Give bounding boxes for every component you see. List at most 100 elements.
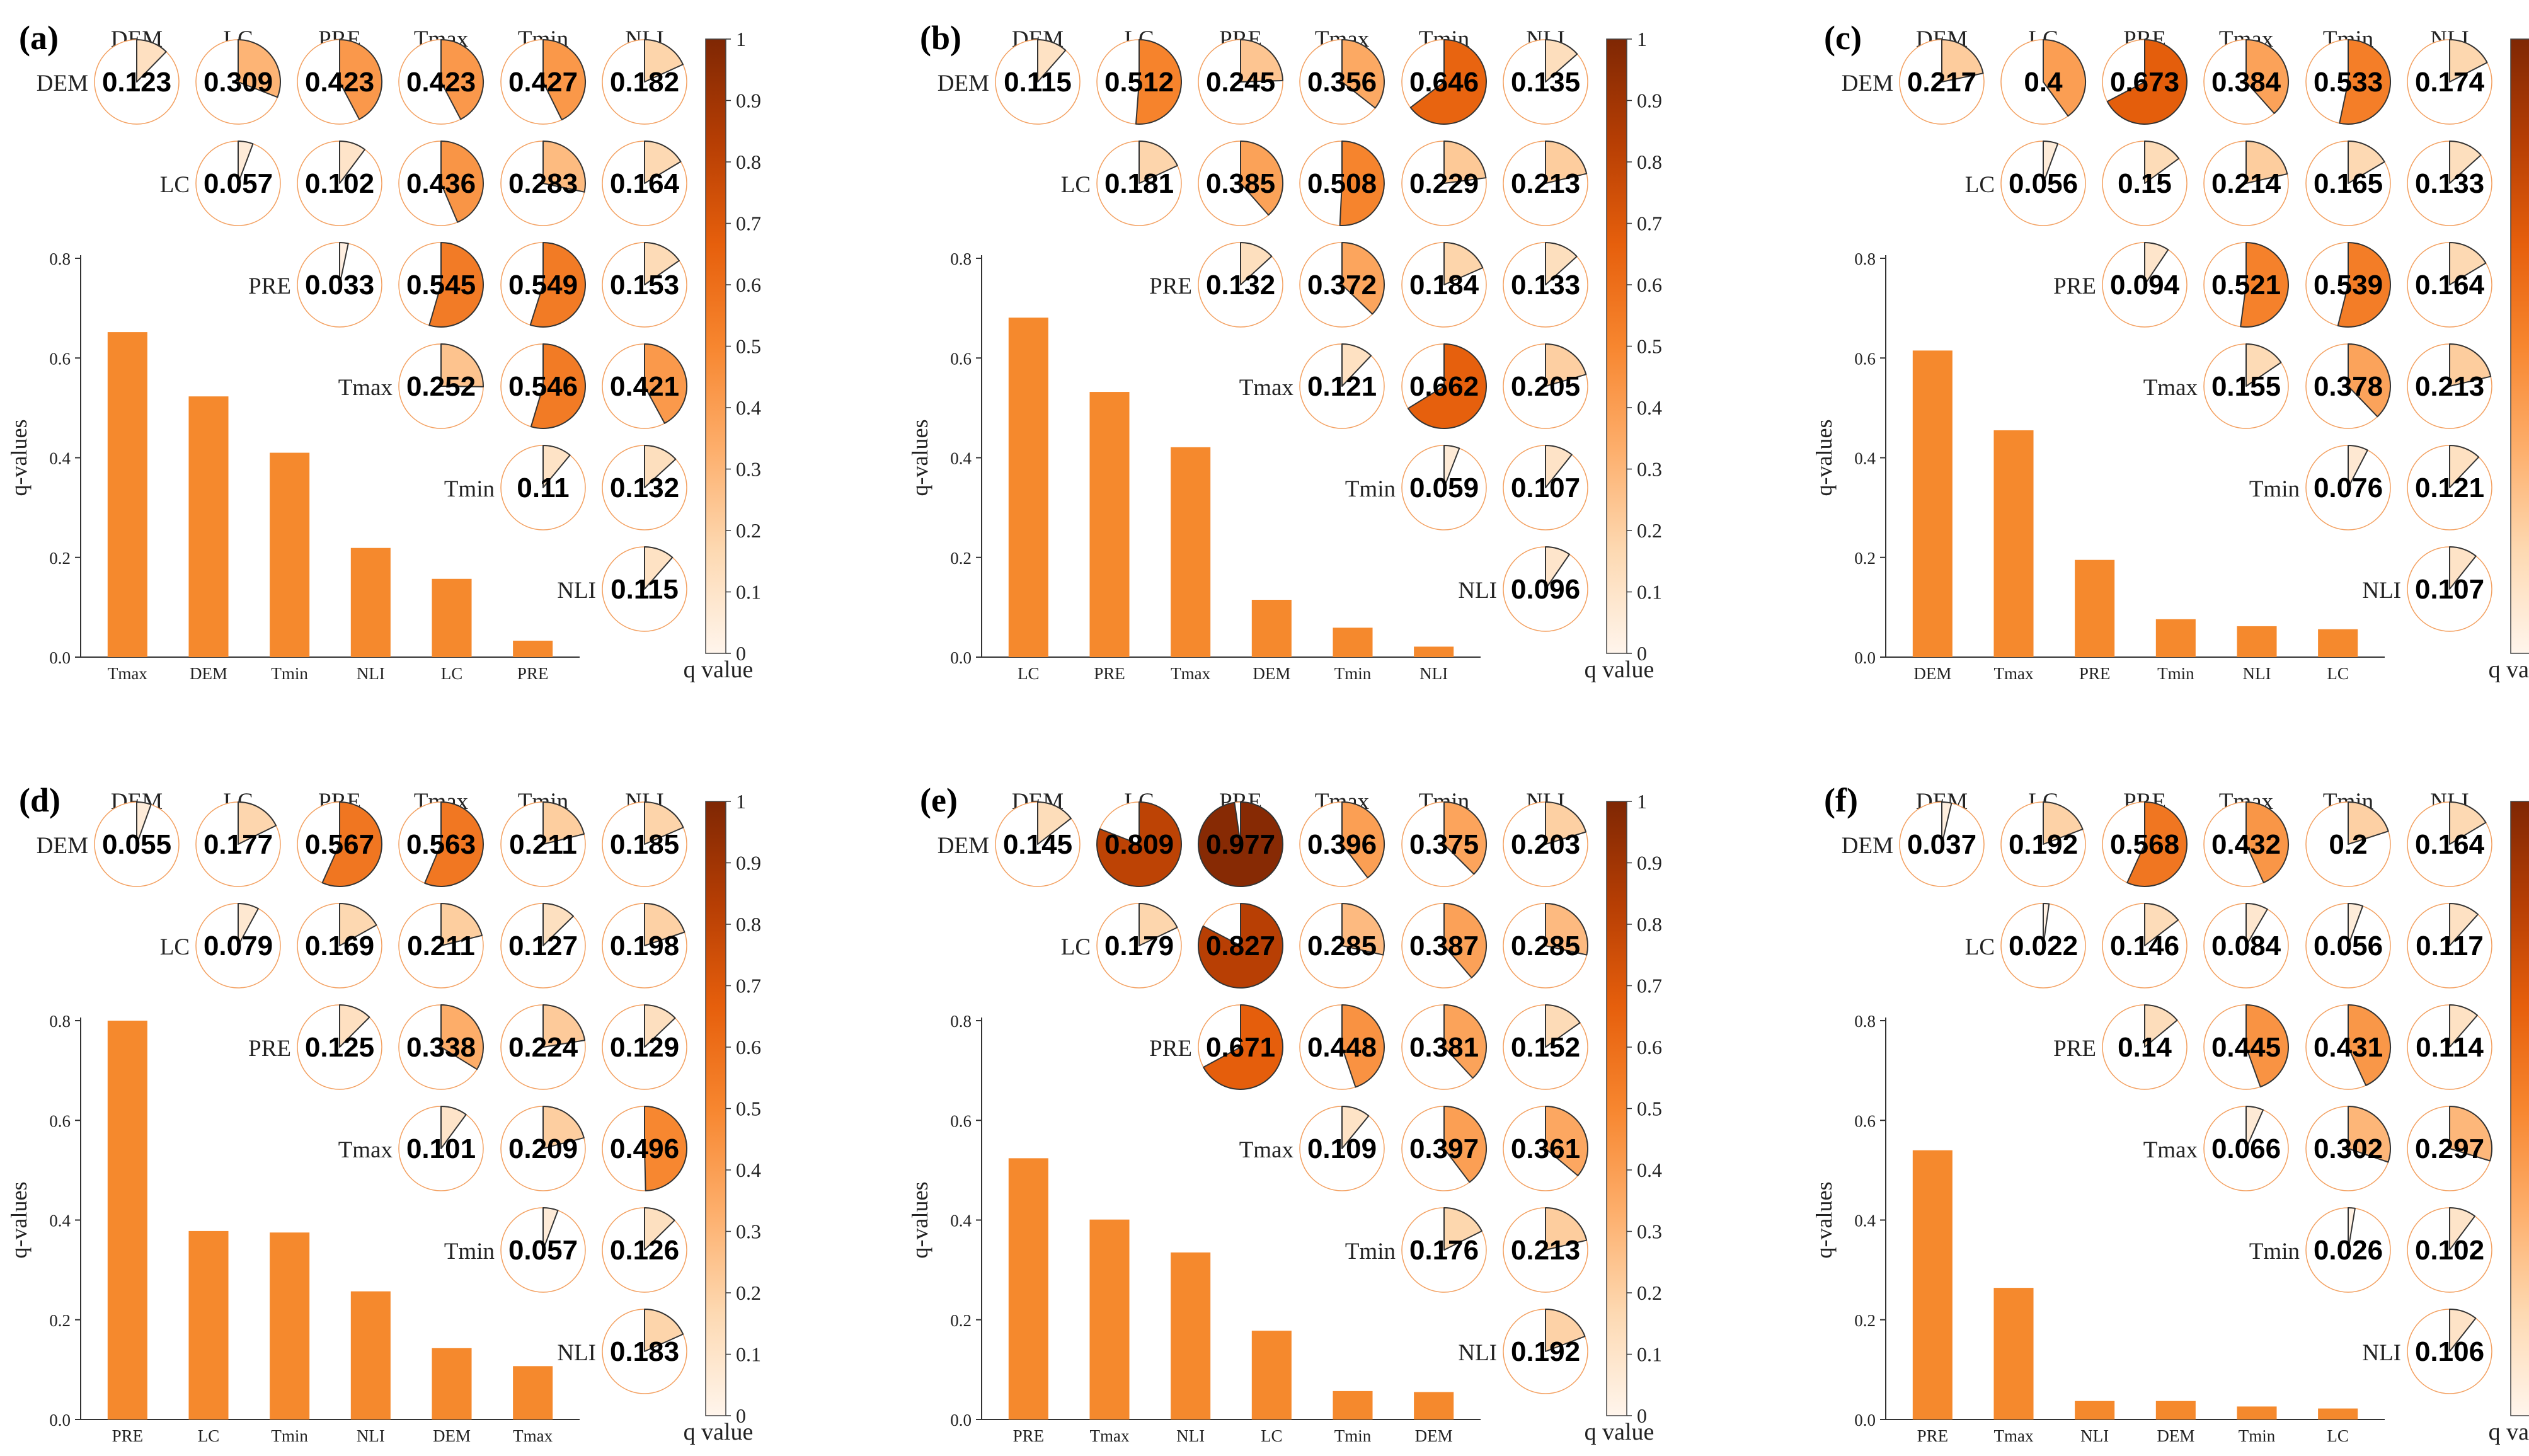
row-header: LC [1061,934,1091,960]
pie-cell: 0.427 [500,39,586,125]
x-tick-label: LC [198,1426,220,1445]
colorbar-tick-label: 0 [736,642,746,665]
q-value-label: 0.568 [2110,829,2179,860]
pie-cell: 0.338 [398,1004,484,1090]
y-tick-label: 0.6 [950,349,972,368]
pie-cell: 0.445 [2203,1004,2289,1090]
colorbar-tick-label: 0.2 [736,1281,761,1304]
panel-label: (d) [19,781,60,819]
bar [350,1291,391,1419]
colorbar-title: q value [1585,656,1654,683]
bar [107,332,147,657]
pie-cell: 0.107 [1503,445,1588,530]
bar [1993,1288,2034,1419]
q-value-label: 0.809 [1104,829,1174,860]
pie-slice [1545,140,1588,184]
q-value-label: 0.397 [1409,1133,1479,1164]
q-value-label: 0.297 [2415,1133,2484,1164]
pie-slice [2245,39,2289,114]
row-header: Tmax [338,375,393,401]
pie-slice [2348,343,2391,418]
q-value-label: 0.375 [1409,829,1479,860]
pie-cell: 0.129 [602,1004,687,1090]
q-value-label: 0.127 [508,931,578,961]
q-value-label: 0.102 [305,168,374,199]
colorbar-title: q value [684,656,754,683]
row-header: Tmax [338,1137,393,1163]
y-tick-label: 0.8 [1854,249,1876,268]
q-value-label: 0.182 [610,67,679,98]
row-header: LC [1965,172,1995,198]
row-header: Tmax [1239,1137,1294,1163]
q-value-label: 0.055 [102,829,171,860]
x-tick-label: Tmax [1171,664,1210,683]
colorbar-tick-label: 0.5 [736,1098,761,1120]
row-header: NLI [1458,578,1497,604]
pie-slice [440,343,484,387]
colorbar-tick-label: 0.8 [1637,913,1662,936]
q-value-label: 0.213 [1511,1235,1580,1266]
pie-slice [1138,140,1178,184]
pie-cell: 0.213 [2407,343,2492,429]
pie-slice [2245,140,2288,184]
pie-slice [440,39,485,120]
q-value-label: 0.056 [2009,168,2078,199]
q-value-label: 0.423 [406,67,476,98]
pie-cell: 0.213 [1503,140,1588,226]
pie-slice [2449,242,2487,285]
pie-slice [1037,801,1072,845]
y-axis-label: q-values [6,1182,32,1259]
pie-cell: 0.4 [2000,39,2086,125]
pie-slice [2245,343,2282,387]
q-value-label: 0.164 [2415,270,2485,301]
q-value-label: 0.309 [204,67,273,98]
pie-cell: 0.549 [500,242,586,328]
y-tick-label: 0.8 [49,1012,71,1031]
pie-slice [1341,242,1385,315]
q-value-label: 0.106 [2415,1336,2484,1367]
x-tick-label: DEM [433,1426,471,1445]
q-value-label: 0.121 [1307,371,1377,402]
q-value-label: 0.153 [610,270,679,301]
pie-slice [1443,801,1488,875]
pie-cell: 0.245 [1198,39,1283,125]
q-value-label: 0.384 [2211,67,2281,98]
colorbar: 0 0.1 0.2 0.3 0.4 0.5 0.6 0.7 0.8 0.9 1 q value [684,28,761,683]
pie-slice [2449,445,2480,488]
x-tick-label: PRE [1917,1426,1949,1445]
pie-slice [1341,903,1385,956]
pie-cell: 0.115 [602,546,687,632]
pie-cell: 0.378 [2305,343,2391,429]
colorbar: 0 0.1 0.2 0.3 0.4 0.5 0.6 0.7 0.8 0.9 1 q value [1585,28,1662,683]
bar-chart: 0.0 0.2 0.4 0.6 0.8 Tmax DEM Tmin NLI LC PRE q-valu… [6,249,580,683]
q-value-label: 0.133 [2415,168,2484,199]
pie-slice [2144,140,2180,184]
colorbar-tick-label: 0.8 [736,913,761,936]
pie-cell: 0.109 [1299,1106,1385,1191]
pie-cell: 0.096 [1503,546,1588,632]
colorbar: 0 0.1 0.2 0.3 0.4 0.5 0.6 0.7 0.8 0.9 1 q value [1585,790,1662,1445]
y-axis-label: q-values [907,420,932,496]
row-header: LC [1061,172,1091,198]
y-axis-label: q-values [1811,420,1837,496]
q-value-label: 0.132 [1206,270,1275,301]
pie-cell: 0.055 [94,801,180,887]
pie-slice [1443,1207,1482,1251]
panel-d: (d) DEM LC PRE Tmax Tmin NLI DEM LC PRE Tmax Tmin NL… [6,781,761,1445]
colorbar-tick-label: 0.3 [736,458,761,481]
pie-cell: 0.155 [2203,343,2289,429]
pie-cell: 0.209 [500,1106,586,1191]
pie-slice [2449,1309,2477,1352]
q-value-label: 0.445 [2211,1032,2281,1063]
pie-slice [2449,343,2492,387]
bar [1089,1219,1130,1419]
pie-slice [339,903,377,946]
row-header: PRE [1149,1036,1192,1062]
pie-slice [2043,140,2059,184]
pie-slice [2348,445,2368,488]
bar [513,640,553,657]
pie-slice [542,1207,559,1251]
colorbar-tick-label: 0.1 [736,1343,761,1366]
x-tick-label: NLI [2080,1426,2109,1445]
